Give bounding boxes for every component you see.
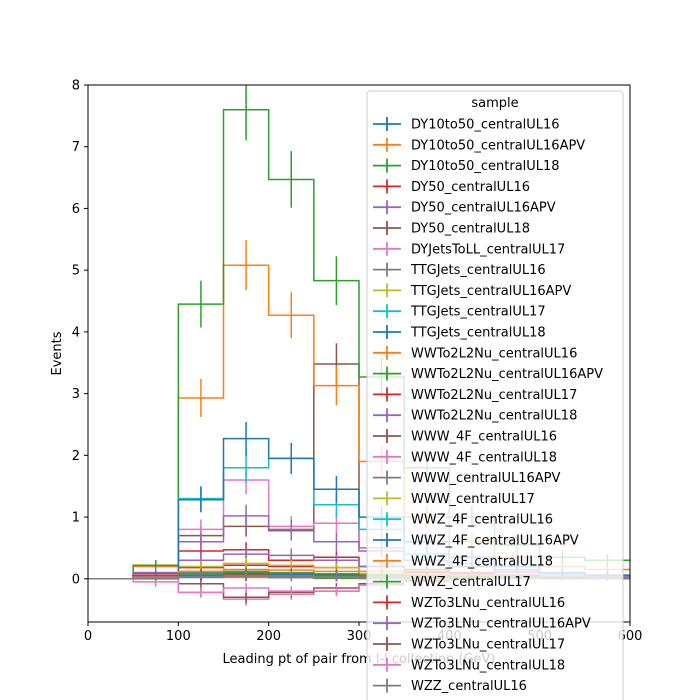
- legend-label: WWZ_4F_centralUL18: [411, 554, 553, 569]
- legend-entry: WWZ_4F_centralUL16: [373, 512, 553, 528]
- legend-entry: WWTo2L2Nu_centralUL18: [373, 408, 577, 424]
- legend-entry: DY50_centralUL18: [373, 221, 530, 237]
- legend-label: WZTo3LNu_centralUL16: [411, 596, 565, 611]
- y-axis-ticks: 0 1 2 3 4 5 6 7 8: [72, 79, 88, 587]
- legend-entry: WWTo2L2Nu_centralUL16: [373, 345, 577, 361]
- legend-label: DY10to50_centralUL16APV: [411, 138, 585, 153]
- legend-box: [366, 90, 624, 700]
- legend-title: sample: [471, 96, 518, 111]
- legend-label: TTGJets_centralUL16: [410, 263, 546, 278]
- x-tick-label: 300: [347, 629, 372, 644]
- x-tick-label: 200: [256, 629, 281, 644]
- legend-entry: WWZ_4F_centralUL16APV: [373, 533, 579, 549]
- legend-label: WWW_centralUL17: [411, 492, 535, 507]
- legend-entry: WZTo3LNu_centralUL17: [373, 637, 565, 653]
- legend-entry: DYJetsToLL_centralUL17: [373, 241, 565, 257]
- legend-entry: WWZ_centralUL17: [373, 574, 531, 590]
- y-tick-label: 4: [72, 325, 80, 340]
- legend-label: TTGJets_centralUL17: [410, 305, 546, 320]
- legend-label: TTGJets_centralUL18: [410, 326, 546, 341]
- legend-entry: WZTo3LNu_centralUL16: [373, 595, 565, 611]
- legend-entry: DY10to50_centralUL18: [373, 158, 560, 174]
- legend-entry: DY50_centralUL16: [373, 179, 530, 195]
- legend-label: WWTo2L2Nu_centralUL16APV: [411, 367, 603, 382]
- legend-entry: WZZ_centralUL16: [373, 678, 527, 694]
- legend-entry: DY10to50_centralUL16APV: [373, 137, 585, 153]
- legend-entry: WWW_centralUL17: [373, 491, 535, 507]
- x-tick-label: 0: [84, 629, 92, 644]
- legend-entry: DY10to50_centralUL16: [373, 117, 560, 133]
- legend-label: DY50_centralUL18: [411, 222, 530, 237]
- legend-entry: WWZ_4F_centralUL18: [373, 553, 553, 569]
- y-tick-label: 5: [72, 264, 80, 279]
- legend-label: DY50_centralUL16: [411, 180, 530, 195]
- legend-entry: TTGJets_centralUL18: [373, 325, 546, 341]
- y-tick-label: 7: [72, 140, 80, 155]
- legend-entry: TTGJets_centralUL16APV: [373, 283, 571, 299]
- legend-entry: WZTo3LNu_centralUL16APV: [373, 616, 591, 632]
- x-tick-label: 600: [618, 629, 643, 644]
- legend-label: WWTo2L2Nu_centralUL18: [411, 409, 577, 424]
- legend-label: WWTo2L2Nu_centralUL16: [411, 346, 577, 361]
- legend-label: DYJetsToLL_centralUL17: [411, 242, 565, 257]
- legend-label: DY10to50_centralUL18: [411, 159, 560, 174]
- y-axis-label: Events: [50, 331, 65, 375]
- legend-label: WZTo3LNu_centralUL16APV: [411, 617, 591, 632]
- legend-label: WWZ_4F_centralUL16APV: [411, 534, 579, 549]
- y-tick-label: 0: [72, 572, 80, 587]
- y-tick-label: 3: [72, 387, 80, 402]
- x-tick-label: 100: [166, 629, 191, 644]
- legend-label: WWTo2L2Nu_centralUL17: [411, 388, 577, 403]
- legend-entry: WZTo3LNu_centralUL18: [373, 657, 565, 673]
- legend-label: TTGJets_centralUL16APV: [410, 284, 571, 299]
- legend-entry: WWW_4F_centralUL16: [373, 429, 557, 445]
- legend-label: DY50_centralUL16APV: [411, 201, 556, 216]
- legend-label: WWW_centralUL16APV: [411, 471, 560, 486]
- legend-entry: DY50_centralUL16APV: [373, 200, 556, 216]
- legend-label: WWW_4F_centralUL16: [411, 430, 557, 445]
- y-tick-label: 1: [72, 511, 80, 526]
- legend-label: WZTo3LNu_centralUL17: [411, 638, 565, 653]
- legend-label: WWZ_4F_centralUL16: [411, 513, 553, 528]
- legend: sample DY10to50_centralUL16 DY10to50_centr…: [366, 90, 624, 700]
- legend-label: WZTo3LNu_centralUL18: [411, 658, 565, 673]
- legend-entry: TTGJets_centralUL17: [373, 304, 546, 320]
- legend-entry: WWW_centralUL16APV: [373, 470, 560, 486]
- legend-entry: WWTo2L2Nu_centralUL16APV: [373, 366, 603, 382]
- y-tick-label: 6: [72, 202, 80, 217]
- legend-entry: WWTo2L2Nu_centralUL17: [373, 387, 577, 403]
- y-tick-label: 8: [72, 79, 80, 94]
- legend-label: DY10to50_centralUL16: [411, 118, 560, 133]
- y-tick-label: 2: [72, 449, 80, 464]
- legend-label: WWZ_centralUL17: [411, 575, 531, 590]
- legend-entry: TTGJets_centralUL16: [373, 262, 546, 278]
- legend-label: WWW_4F_centralUL18: [411, 450, 557, 465]
- legend-entry: WWW_4F_centralUL18: [373, 449, 557, 465]
- legend-label: WZZ_centralUL16: [411, 679, 527, 694]
